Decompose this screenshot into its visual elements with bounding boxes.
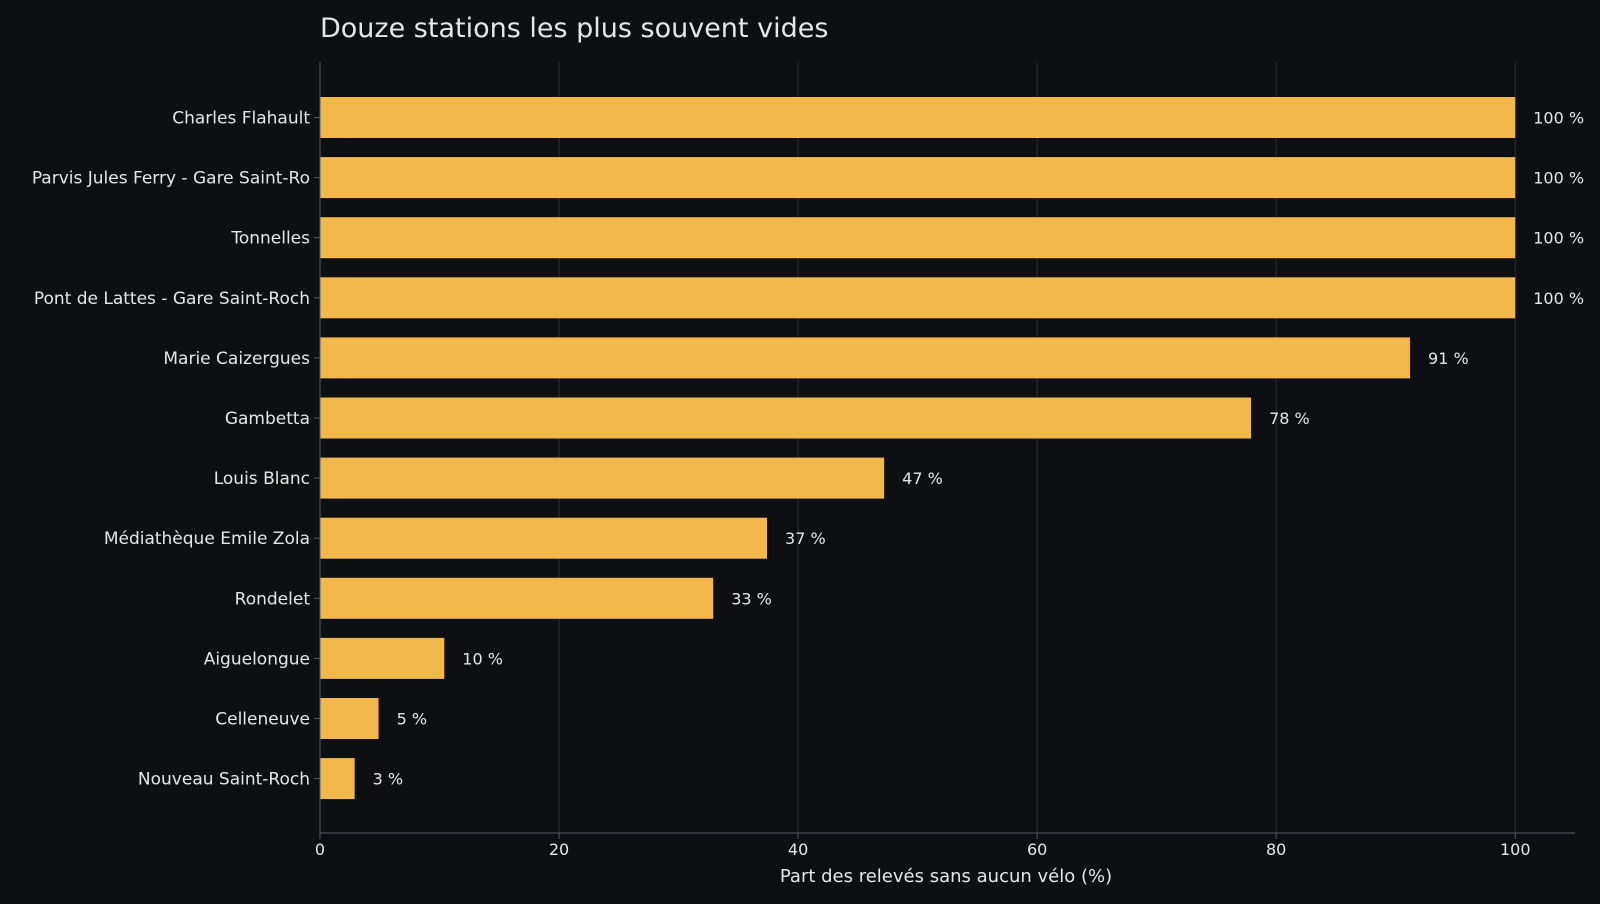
value-label: 33 % [731, 589, 772, 608]
bar [320, 397, 1252, 439]
category-labels: Charles Flahault Parvis Jules Ferry - Gar… [32, 109, 311, 790]
bar [320, 217, 1516, 259]
category-label: Celleneuve [215, 710, 310, 730]
category-label: Parvis Jules Ferry - Gare Saint-Ro [32, 169, 310, 189]
x-tick-label: 20 [549, 840, 569, 859]
value-label: 3 % [373, 770, 403, 789]
bar [320, 157, 1516, 199]
bar [320, 277, 1516, 319]
bar [320, 457, 885, 499]
category-label: Médiathèque Emile Zola [104, 529, 310, 549]
x-tick-label: 80 [1266, 840, 1286, 859]
value-label: 100 % [1533, 109, 1584, 128]
value-label: 37 % [785, 529, 826, 548]
chart-title: Douze stations les plus souvent vides [320, 13, 828, 44]
bars [320, 97, 1516, 800]
bar [320, 97, 1516, 138]
x-tick-label: 60 [1027, 840, 1047, 859]
category-label: Marie Caizergues [163, 349, 310, 369]
value-label: 100 % [1533, 289, 1584, 308]
category-label: Rondelet [235, 589, 311, 609]
category-label: Louis Blanc [214, 469, 310, 489]
x-tick-label: 40 [788, 840, 808, 859]
category-label: Pont de Lattes - Gare Saint-Roch [34, 289, 310, 309]
value-labels: 100 % 100 % 100 % 100 % 91 % 78 % 47 % 37 % 33 %… [373, 109, 1584, 789]
value-label: 10 % [462, 649, 503, 668]
bar [320, 517, 768, 559]
bar [320, 758, 355, 800]
category-label: Charles Flahault [172, 109, 310, 129]
bar [320, 337, 1411, 379]
x-tick-label: 0 [315, 840, 325, 859]
bar [320, 577, 714, 619]
value-label: 47 % [902, 469, 943, 488]
value-label: 100 % [1533, 229, 1584, 248]
category-label: Nouveau Saint-Roch [138, 770, 310, 790]
axes: 0 20 40 60 80 100 [314, 62, 1575, 859]
value-label: 5 % [397, 710, 427, 729]
category-label: Gambetta [225, 409, 310, 429]
bar [320, 637, 445, 679]
value-label: 78 % [1269, 409, 1310, 428]
value-label: 91 % [1428, 349, 1469, 368]
category-label: Tonnelles [230, 229, 310, 249]
value-label: 100 % [1533, 169, 1584, 188]
x-tick-label: 100 [1500, 840, 1531, 859]
category-label: Aiguelongue [204, 649, 310, 669]
bar [320, 698, 379, 739]
x-axis-label: Part des relevés sans aucun vélo (%) [780, 866, 1112, 887]
